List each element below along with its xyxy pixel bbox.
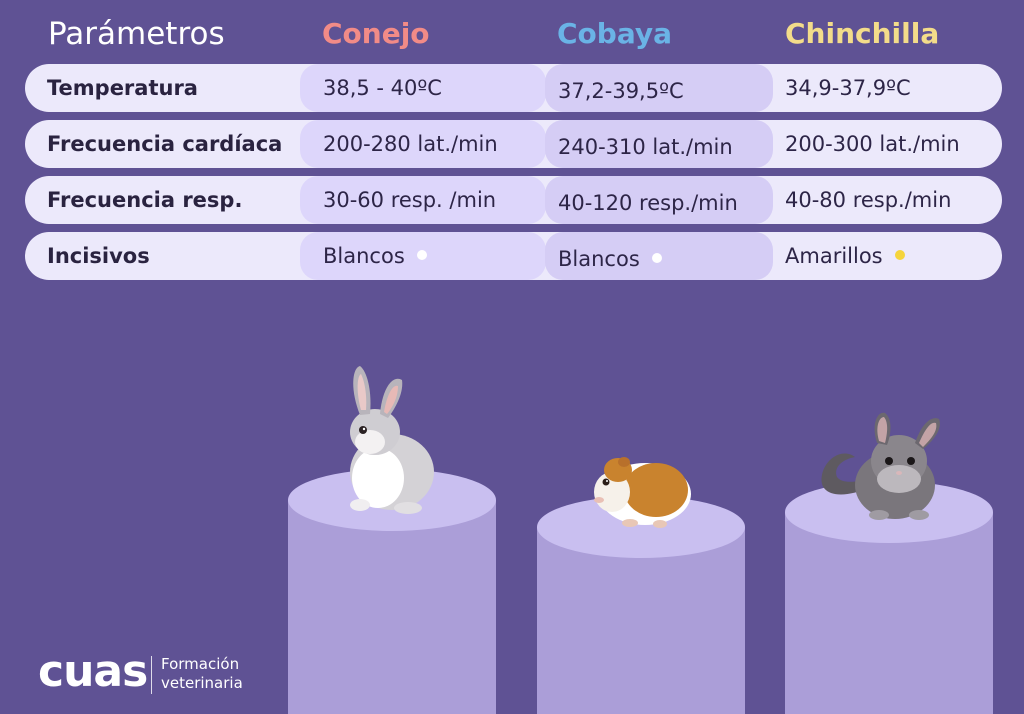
rabbit-value: 30-60 resp. /min — [323, 188, 497, 212]
table-header: Parámetros Conejo Cobaya Chinchilla — [0, 10, 1024, 58]
guinea-pig-value: Blancos — [558, 235, 662, 283]
row-label: Frecuencia cardíaca — [47, 132, 283, 156]
incisor-color-dot — [894, 250, 905, 260]
rabbit-image — [350, 366, 434, 514]
row-label: Temperatura — [47, 76, 198, 100]
table-row: Incisivos Blancos Blancos Amarillos — [25, 232, 1002, 280]
incisor-text: Blancos — [558, 247, 640, 271]
header-guinea-pig: Cobaya — [557, 17, 673, 50]
guinea-pig-image — [594, 457, 691, 528]
guinea-pig-value: 37,2-39,5ºC — [558, 79, 684, 103]
chinchilla-value: 200-300 lat./min — [785, 132, 960, 156]
rabbit-value: 38,5 - 40ºC — [323, 76, 442, 100]
incisor-text: Blancos — [323, 244, 405, 268]
table-row: Temperatura 38,5 - 40ºC 37,2-39,5ºC 34,9… — [25, 64, 1002, 112]
row-label: Frecuencia resp. — [47, 188, 243, 212]
incisor-color-dot — [651, 253, 662, 263]
table-row: Frecuencia cardíaca 200-280 lat./min 240… — [25, 120, 1002, 168]
header-chinchilla: Chinchilla — [785, 17, 940, 50]
logo-divider — [151, 656, 152, 694]
chinchilla-value: Amarillos — [785, 232, 905, 280]
logo-line-1: Formación — [161, 655, 240, 673]
chinchilla-image — [821, 412, 940, 520]
incisor-text: Amarillos — [785, 244, 883, 268]
logo-subtitle: Formación veterinaria — [161, 655, 243, 693]
header-parameters: Parámetros — [48, 16, 225, 52]
chinchilla-value: 34,9-37,9ºC — [785, 76, 911, 100]
chinchilla-value: 40-80 resp./min — [785, 188, 952, 212]
guinea-pig-value: 240-310 lat./min — [558, 135, 733, 159]
table-row: Frecuencia resp. 30-60 resp. /min 40-120… — [25, 176, 1002, 224]
logo-line-2: veterinaria — [161, 674, 243, 692]
rabbit-value: 200-280 lat./min — [323, 132, 498, 156]
header-rabbit: Conejo — [322, 17, 430, 50]
incisor-color-dot — [416, 250, 427, 260]
logo-wordmark: cuas — [38, 646, 148, 697]
guinea-pig-value: 40-120 resp./min — [558, 191, 738, 215]
row-label: Incisivos — [47, 244, 150, 268]
rabbit-value: Blancos — [323, 232, 427, 280]
